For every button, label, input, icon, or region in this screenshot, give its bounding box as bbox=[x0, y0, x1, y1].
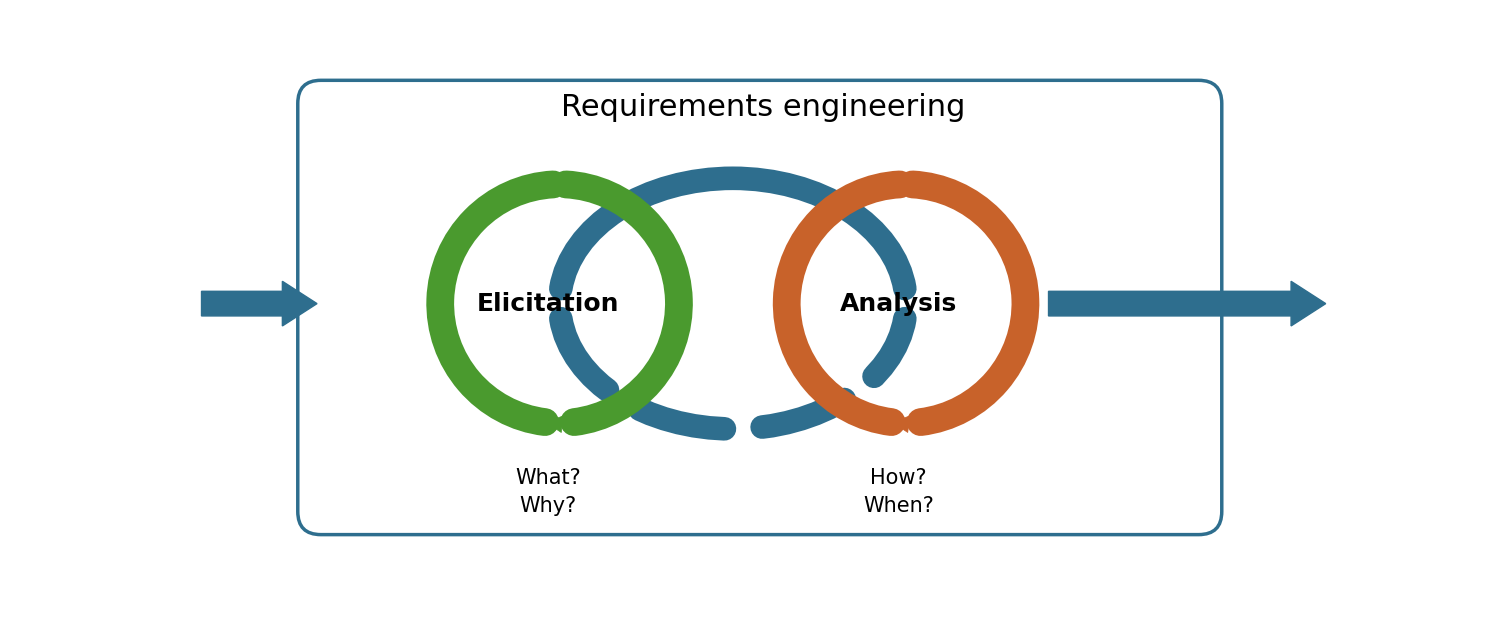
FancyArrow shape bbox=[1049, 281, 1326, 326]
Text: What?
Why?: What? Why? bbox=[516, 468, 581, 516]
Text: How?
When?: How? When? bbox=[863, 468, 934, 516]
Text: Analysis: Analysis bbox=[840, 292, 957, 316]
FancyArrow shape bbox=[201, 281, 317, 326]
Text: Requirements engineering: Requirements engineering bbox=[562, 93, 966, 122]
Text: Elicitation: Elicitation bbox=[477, 292, 620, 316]
